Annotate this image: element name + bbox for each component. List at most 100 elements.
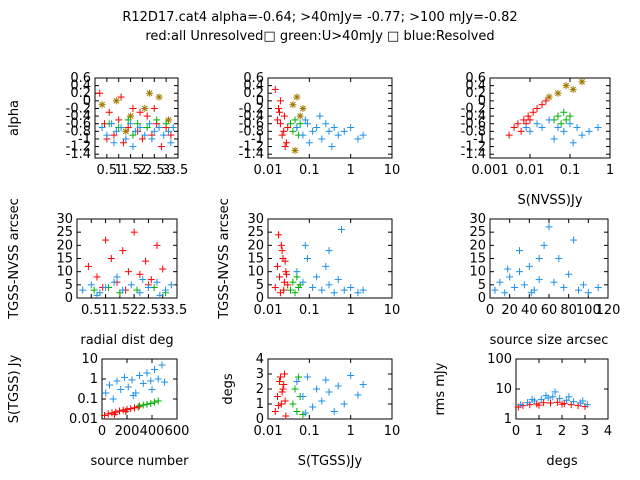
y-tick-label: 0.2 <box>243 86 264 101</box>
x-tick-label: 1 <box>347 303 355 318</box>
data-point-blue <box>330 408 338 415</box>
data-point-red <box>167 131 175 139</box>
title-line-1: R12D17.cat4 alpha=-0.64; >40mJy= -0.77; … <box>122 10 518 25</box>
data-point-blue <box>340 127 348 135</box>
data-point-blue <box>156 291 164 299</box>
y-tick-label: -0.8 <box>66 124 91 139</box>
data-point-green <box>566 112 574 120</box>
data-point-blue <box>330 289 338 297</box>
data-point-red <box>104 410 112 418</box>
x-tick-label: 0.1 <box>299 424 320 439</box>
data-point-blue <box>555 255 563 262</box>
y-tick-label: 0.6 <box>70 71 91 86</box>
data-point-red <box>159 265 167 273</box>
data-point-green <box>129 131 137 139</box>
data-point-blue <box>102 389 110 397</box>
x-tick-label: 3 <box>581 424 589 439</box>
y-tick-label: 25 <box>247 225 264 240</box>
data-point-blue <box>573 124 581 132</box>
data-point-red <box>535 401 543 409</box>
y-axis-label: TGSS-NVSS arcsec <box>217 198 232 320</box>
data-point-blue <box>93 291 101 299</box>
data-point-blue <box>545 116 553 124</box>
data-point-blue <box>540 241 548 249</box>
data-point-blue <box>103 131 111 139</box>
data-point-blue <box>303 120 311 128</box>
x-tick-label: 1 <box>347 163 355 178</box>
x-tick-label: 2.5 <box>138 303 159 318</box>
data-point-blue <box>340 400 348 408</box>
chart-panel-p7: 0 200 400 600 10 1 0.1 0.01 source number S(TGSS)… <box>7 352 189 469</box>
y-tick-label: -0.4 <box>66 109 91 124</box>
data-point-blue <box>570 236 578 244</box>
data-point-red <box>276 373 284 381</box>
data-point-red <box>117 93 125 101</box>
y-tick-label: -0.6 <box>239 117 264 132</box>
y-tick-label: -0.4 <box>461 109 486 124</box>
data-point-blue <box>354 391 362 399</box>
x-tick-label: 600 <box>165 424 190 439</box>
data-point-blue <box>301 116 309 124</box>
x-tick-label: 2.5 <box>144 163 165 178</box>
data-point-blue <box>113 273 121 281</box>
data-point-red <box>124 124 132 132</box>
x-tick-label: 3.5 <box>168 163 189 178</box>
data-point-blue <box>160 131 168 139</box>
data-point-blue <box>354 289 362 297</box>
y-tick-label: -0.8 <box>461 124 486 139</box>
data-point-olive <box>296 112 304 120</box>
data-point-red <box>538 101 546 109</box>
data-point-blue <box>144 283 152 291</box>
data-point-green <box>295 373 303 381</box>
x-tick-label: 0.1 <box>299 303 320 318</box>
x-axis-label: source size arcsec <box>490 333 609 348</box>
x-axis-label: S(NVSS)Jy <box>517 193 582 208</box>
data-point-blue <box>535 276 543 284</box>
data-point-blue <box>556 395 564 403</box>
data-point-blue <box>155 124 163 132</box>
data-point-red <box>520 116 528 124</box>
data-point-red <box>157 143 165 151</box>
data-point-blue <box>347 372 355 379</box>
data-point-blue <box>535 255 543 262</box>
data-point-green <box>143 124 151 132</box>
data-point-red <box>271 85 279 93</box>
data-point-olive <box>122 127 130 135</box>
data-point-green <box>296 120 304 128</box>
data-point-red <box>280 370 288 378</box>
y-tick-label: 3 <box>256 367 264 382</box>
x-tick-label: 0.5 <box>97 163 118 178</box>
data-point-blue <box>129 143 137 151</box>
data-point-green <box>90 286 98 294</box>
figure-title: R12D17.cat4 alpha=-0.64; >40mJy= -0.77; … <box>0 8 640 46</box>
data-point-blue <box>545 223 553 231</box>
x-tick-label: 10 <box>384 424 401 439</box>
y-tick-label: 20 <box>56 238 73 253</box>
data-point-green <box>162 120 170 128</box>
data-point-red <box>102 236 110 244</box>
data-point-red <box>110 131 118 139</box>
data-point-olive <box>146 89 154 97</box>
data-point-blue <box>136 289 144 297</box>
data-point-blue <box>110 278 118 286</box>
data-point-blue <box>550 278 558 286</box>
data-point-red <box>553 398 561 406</box>
data-point-blue <box>516 247 523 255</box>
data-point-green <box>286 286 294 294</box>
data-point-blue <box>153 278 161 286</box>
data-point-blue <box>579 397 587 405</box>
y-tick-label: -0.2 <box>66 101 91 116</box>
data-point-green <box>289 127 297 135</box>
y-axis-label: TGSS-NVSS arcsec <box>7 198 22 320</box>
data-point-blue <box>299 131 307 139</box>
data-point-blue <box>328 143 336 151</box>
data-point-blue <box>293 378 301 385</box>
y-tick-label: -1.4 <box>66 147 91 162</box>
x-tick-label: 1.5 <box>120 163 141 178</box>
data-point-red <box>280 286 288 294</box>
data-point-red <box>111 410 118 418</box>
data-point-blue <box>151 365 158 373</box>
y-axis-label: rms mJy <box>433 362 448 415</box>
